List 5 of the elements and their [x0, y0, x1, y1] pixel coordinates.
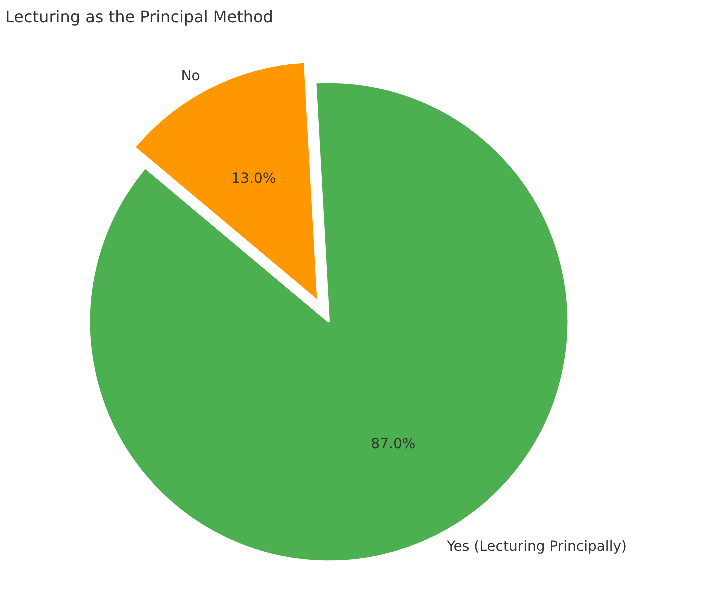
- slice-label: No: [181, 68, 200, 85]
- data-label: 87.0%: [371, 436, 416, 453]
- chart-title: Lecturing as the Principal Method: [6, 8, 274, 26]
- data-label: 13.0%: [232, 170, 276, 187]
- slice-label: Yes (Lecturing Principally): [446, 538, 627, 555]
